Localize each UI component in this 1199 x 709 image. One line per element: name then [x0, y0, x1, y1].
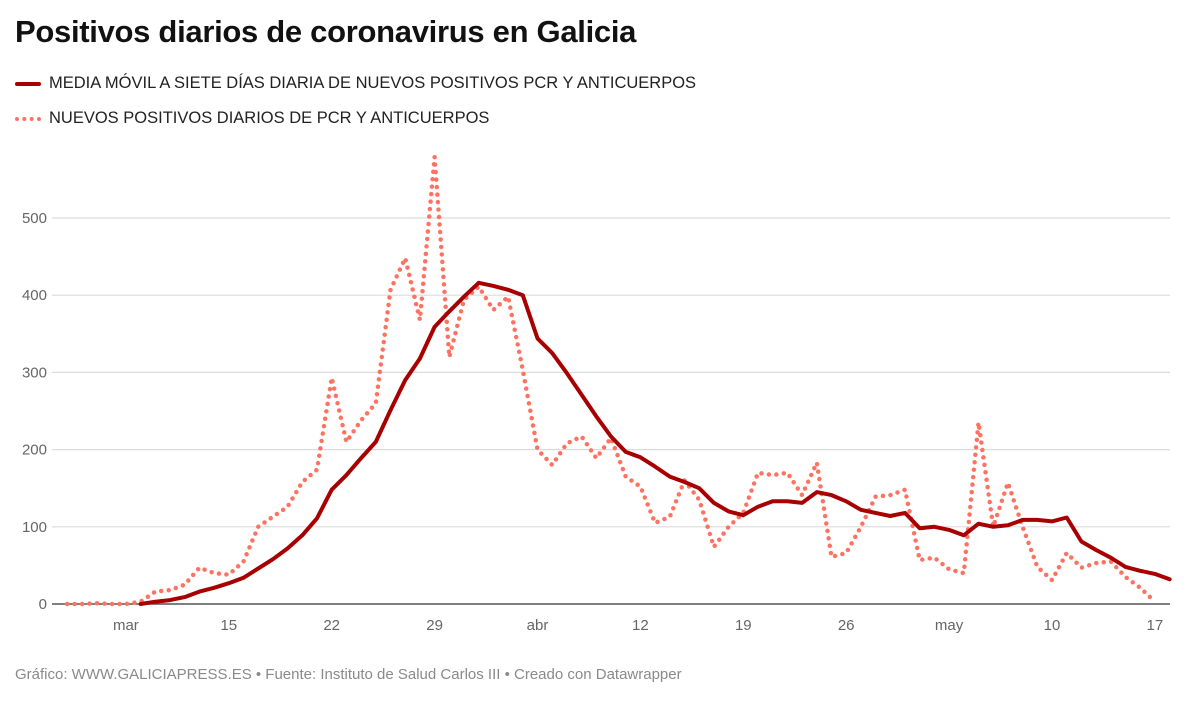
y-tick-label: 0 [39, 596, 47, 613]
solid-line-swatch-icon [15, 81, 41, 86]
legend-label: NUEVOS POSITIVOS DIARIOS DE PCR Y ANTICU… [49, 109, 490, 127]
y-tick-label: 400 [22, 287, 47, 304]
series-line-moving-average [138, 280, 1172, 606]
legend-item-moving-average: MEDIA MÓVIL A SIETE DÍAS DIARIA DE NUEVO… [15, 74, 696, 93]
x-tick-label: 29 [426, 617, 443, 634]
dotted-line-swatch-icon [15, 116, 41, 121]
x-tick-label: abr [527, 617, 549, 634]
x-tick-label: 15 [220, 617, 237, 634]
x-tick-label: 12 [632, 617, 649, 634]
x-tick-label: 22 [323, 617, 340, 634]
y-tick-label: 300 [22, 364, 47, 381]
x-tick-label: 26 [838, 617, 855, 634]
y-tick-label: 100 [22, 519, 47, 536]
x-tick-label: 17 [1147, 617, 1164, 634]
legend-label: MEDIA MÓVIL A SIETE DÍAS DIARIA DE NUEVO… [49, 74, 697, 92]
y-tick-label: 500 [22, 210, 47, 227]
x-tick-label: may [935, 617, 964, 634]
chart-footer: Gráfico: WWW.GALICIAPRESS.ES • Fuente: I… [15, 666, 682, 683]
x-tick-label: 19 [735, 617, 752, 634]
y-tick-label: 200 [22, 442, 47, 459]
legend-item-daily-positives: NUEVOS POSITIVOS DIARIOS DE PCR Y ANTICU… [15, 109, 489, 128]
chart-title: Positivos diarios de coronavirus en Gali… [15, 14, 637, 49]
x-tick-label: 10 [1044, 617, 1061, 634]
x-tick-label: mar [113, 617, 139, 634]
series-line-daily-positives [64, 154, 1158, 607]
